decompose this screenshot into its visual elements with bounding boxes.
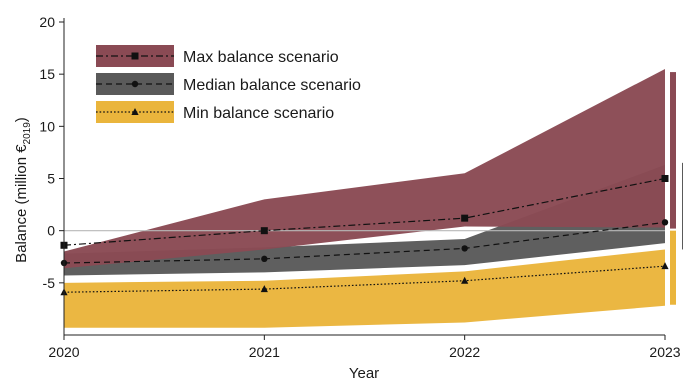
x-tick-label: 2023 <box>649 344 680 360</box>
legend-triangle-marker <box>131 108 139 115</box>
min-balance-scenario-line <box>63 265 666 293</box>
median-balance-scenario-point <box>661 219 669 226</box>
scenario-lines <box>63 177 666 293</box>
min-balance-scenario-point <box>260 285 268 293</box>
legend-circle-marker <box>131 80 139 88</box>
x-tick-label: 2022 <box>449 344 480 360</box>
y-tick-label: 5 <box>47 171 55 187</box>
max-balance-scenario-band <box>64 68 665 269</box>
y-axis-title: Balance (million €2019) <box>13 117 33 263</box>
y-tick-label: -5 <box>43 275 56 291</box>
min-balance-scenario-point <box>461 276 469 284</box>
max-balance-scenario-point <box>260 227 268 235</box>
y-tick-label: 20 <box>39 14 55 30</box>
min-balance-scenario-point <box>661 262 669 270</box>
legend: Max balance scenario Median balance scena… <box>96 45 361 123</box>
y-tick-label: 0 <box>47 223 55 239</box>
legend-label: Max balance scenario <box>183 49 339 66</box>
min-balance-scenario-end-bar <box>670 230 676 305</box>
y-tick-label: 15 <box>39 66 55 82</box>
end-range-bars <box>670 72 683 305</box>
max-balance-scenario-end-bar <box>670 72 676 229</box>
axes: 20 15 10 5 0 -5 2020 2021 2022 2023 <box>39 14 680 360</box>
max-balance-scenario-point <box>661 175 669 182</box>
legend-label: Median balance scenario <box>183 77 361 94</box>
x-tick-label: 2020 <box>48 344 79 360</box>
x-tick-label: 2021 <box>249 344 280 360</box>
legend-label: Min balance scenario <box>183 105 334 122</box>
median-balance-scenario-point <box>461 245 468 252</box>
max-balance-scenario-line <box>63 177 666 246</box>
max-balance-scenario-point <box>461 214 469 222</box>
median-balance-scenario-band <box>64 164 665 276</box>
scenario-bands <box>64 68 665 328</box>
median-balance-scenario-point <box>261 255 268 263</box>
x-axis-title: Year <box>349 365 379 382</box>
legend-square-marker <box>131 52 139 60</box>
min-balance-scenario-band <box>64 249 665 328</box>
median-balance-scenario-line <box>63 221 666 264</box>
y-tick-label: 10 <box>39 118 55 134</box>
